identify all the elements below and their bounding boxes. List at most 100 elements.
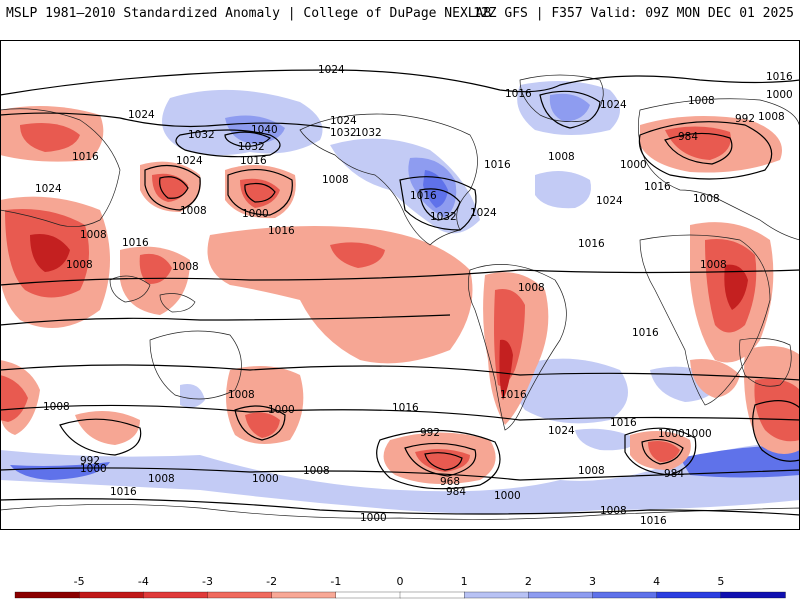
negative-anomaly-south-pacific-core	[245, 412, 280, 438]
negative-anomaly-aleutian-core	[152, 173, 188, 202]
negative-anomaly-asia-pacific-strong	[30, 234, 70, 272]
anomaly-map: 1024 1016 1024 1016 1000 1008 1024 1032 …	[0, 40, 800, 530]
isobar-label: 1008	[43, 401, 70, 413]
isobar-label: 1024	[596, 195, 623, 207]
isobar-label: 968	[440, 476, 460, 488]
isobar-aleutian-low-inner	[159, 176, 189, 199]
isobar-label: 1008	[518, 282, 545, 294]
isobar-label: 984	[678, 131, 698, 143]
colorbar-tick-label: 0	[397, 575, 404, 588]
positive-anomaly-central-pacific	[180, 384, 205, 408]
colorbar-swatch	[464, 591, 529, 599]
colorbar-tick-label: 3	[589, 575, 596, 588]
colorbar-ticks: -5 -4 -3 -2 -1 0 1 2 3 4 5	[74, 575, 725, 588]
isobar-label: 1016	[122, 237, 149, 249]
isobar-label: 1016	[110, 486, 137, 498]
colorbar-tick-label: -5	[74, 575, 85, 588]
isobar-1000-south	[0, 467, 800, 481]
positive-anomaly-southern-ocean-band	[0, 440, 800, 514]
colorbar-swatch	[656, 591, 722, 599]
isobar-gulf-alaska-low-inner	[244, 182, 276, 203]
isobar-label: 1008	[172, 261, 199, 273]
isobar-label: 1024	[128, 109, 155, 121]
isobar-label: 1008	[322, 174, 349, 186]
isobar-label: 992	[420, 427, 440, 439]
colorbar-swatch	[399, 591, 465, 599]
isobar-1016-antarctic	[0, 498, 800, 516]
isobar-label: 1016	[410, 190, 437, 202]
isobar-south-pacific-low	[59, 418, 142, 456]
isobar-label: 1008	[758, 111, 785, 123]
isobar-1024-north-america	[399, 176, 477, 231]
isobar-label: 984	[446, 486, 466, 498]
isobar-label: 1000	[658, 428, 685, 440]
colorbar-swatches	[14, 591, 786, 599]
isobar-1040	[224, 131, 272, 147]
isobar-label: 1032	[238, 141, 265, 153]
negative-anomaly-east-africa-strong	[724, 264, 748, 310]
isobar-south-pacific-high	[234, 405, 286, 441]
coast-south-america	[468, 264, 567, 431]
isobar-label: 1008	[700, 259, 727, 271]
colorbar-tick-label: 2	[525, 575, 532, 588]
isobar-southern-low-inner	[404, 442, 477, 477]
isobar-label: 1000	[494, 490, 521, 502]
colorbar-tick-label: 5	[717, 575, 724, 588]
isobar-australia-east-low	[752, 400, 800, 462]
isobar-1016-mid	[0, 269, 800, 286]
isobar-label: 1008	[80, 229, 107, 241]
positive-anomaly-indian-ocean	[570, 383, 615, 407]
isobar-label: 1032	[430, 211, 457, 223]
isobar-label: 1008	[228, 389, 255, 401]
colorbar-tick-label: -1	[330, 575, 341, 588]
colorbar-swatch	[14, 591, 80, 599]
negative-anomaly-gulf-alaska-core	[240, 178, 280, 208]
colorbar-tick-label: -3	[202, 575, 213, 588]
isobar-label: 1024	[600, 99, 627, 111]
isobar-label: 1032	[355, 127, 382, 139]
isobar-label: 1008	[548, 151, 575, 163]
isobar-label: 984	[664, 468, 684, 480]
isobar-gulf-alaska-low	[227, 168, 293, 216]
colorbar-swatch	[79, 591, 144, 599]
isobar-aleutian-low	[144, 164, 201, 211]
isobar-label: 1000	[766, 89, 793, 101]
isobar-label: 1016	[500, 389, 527, 401]
isobar-label: 1024	[176, 155, 203, 167]
isobar-1024-north	[0, 69, 800, 96]
isobar-label: 1008	[578, 465, 605, 477]
isobar-label: 1016	[484, 159, 511, 171]
isobar-label: 1000	[242, 208, 269, 220]
negative-anomaly-philippine-sea-core	[139, 253, 172, 285]
colorbar-swatch	[528, 591, 594, 599]
isobar-label: 1008	[303, 465, 330, 477]
colorbar-swatch	[143, 591, 209, 599]
isobar-label: 1008	[180, 205, 207, 217]
isobar-label: 992	[735, 113, 755, 125]
negative-anomaly-australia-east-core	[754, 378, 800, 442]
colorbar-tick-label: 1	[461, 575, 468, 588]
model-run-info: 12Z GFS | F357 Valid: 09Z MON DEC 01 202…	[473, 6, 794, 21]
colorbar-swatch	[335, 591, 401, 599]
isobar-label: 1008	[66, 259, 93, 271]
isobar-label: 1032	[330, 127, 357, 139]
colorbar-tick-label: -2	[266, 575, 277, 588]
isobar-label: 1016	[640, 515, 667, 527]
isobar-label: 1040	[251, 124, 278, 136]
isobar-label: 1024	[470, 207, 497, 219]
isobar-label: 1016	[578, 238, 605, 250]
isobar-label: 1000	[252, 473, 279, 485]
isobar-label: 1024	[330, 115, 357, 127]
isobar-label: 1008	[688, 95, 715, 107]
colorbar-swatch	[592, 591, 658, 599]
positive-anomaly-atlantic	[535, 171, 591, 209]
isobar-label: 1032	[188, 129, 215, 141]
negative-anomaly-southern-africa	[690, 359, 740, 398]
isobar-1016-south	[0, 364, 800, 381]
isobars	[0, 69, 800, 516]
anomaly-shading	[0, 81, 800, 514]
isobar-label: 1016	[505, 88, 532, 100]
isobar-label: 1000	[360, 512, 387, 524]
isobar-label: 1000	[80, 463, 107, 475]
colorbar: -5 -4 -3 -2 -1 0 1 2 3 4 5	[14, 575, 786, 599]
